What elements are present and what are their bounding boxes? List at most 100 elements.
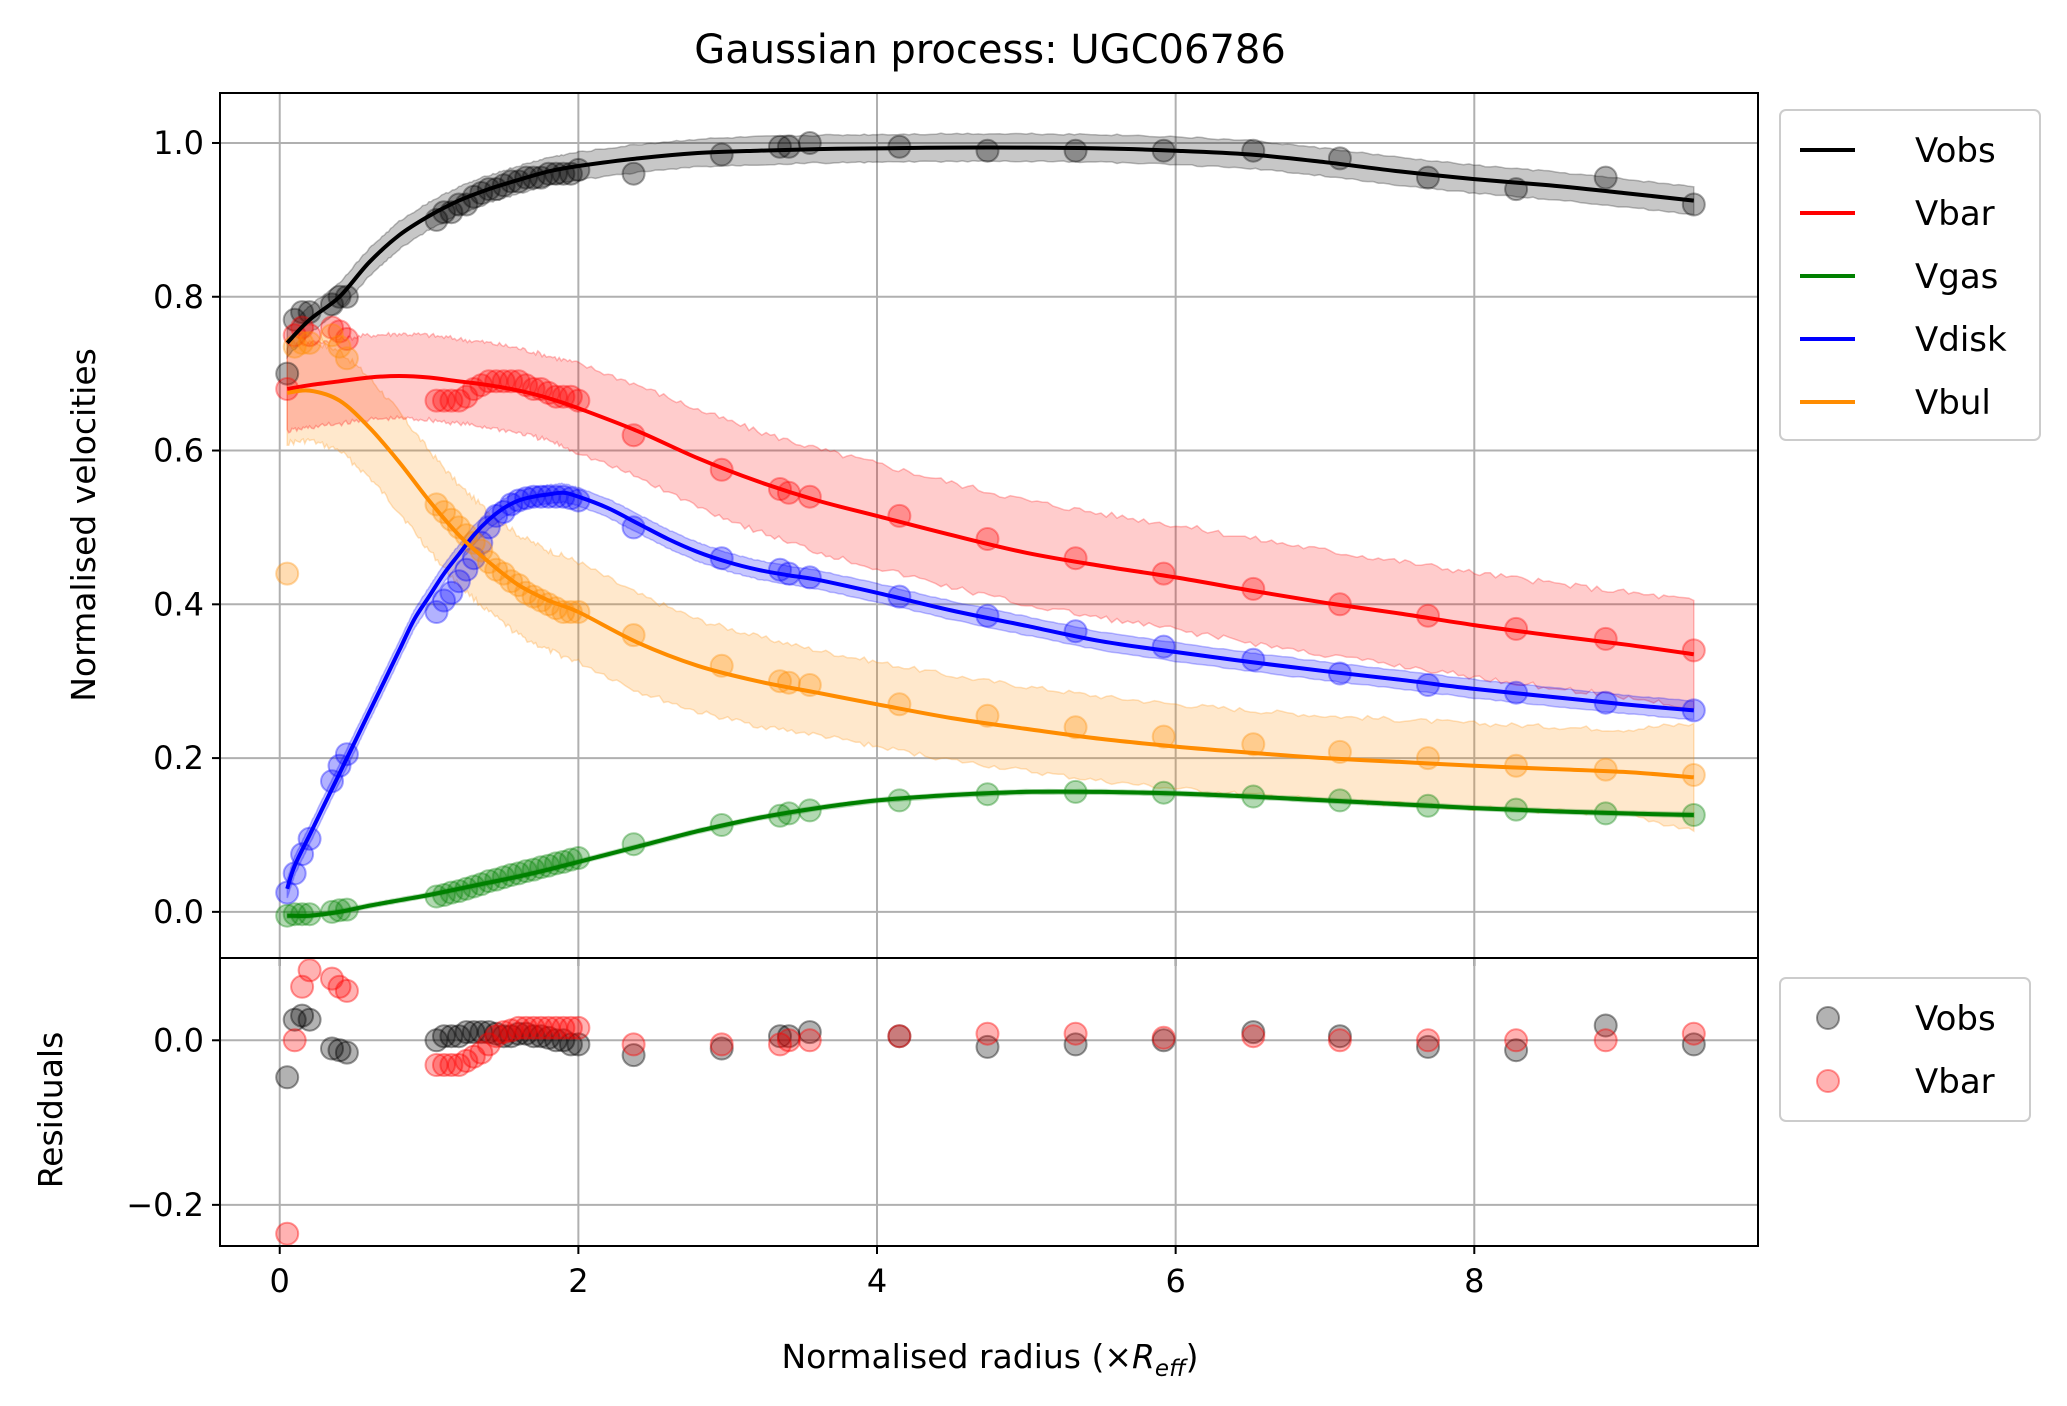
residual-point-vobs xyxy=(275,1065,300,1090)
residual-point-vobs xyxy=(334,1040,359,1065)
residual-point-vbar xyxy=(551,1015,576,1040)
residual-point-vbar xyxy=(536,1015,561,1040)
x-axis-label-R: R xyxy=(1132,1337,1155,1376)
band-vobs xyxy=(286,132,1695,360)
line-vgas xyxy=(287,789,1694,919)
points-vbar xyxy=(275,315,1706,663)
residual-point-vbar xyxy=(887,1024,912,1049)
residuals-y-ticks: −0.2 0.0 xyxy=(126,1021,220,1224)
residual-point-vobs xyxy=(424,1028,449,1053)
point-vobs xyxy=(1593,165,1618,190)
point-vbar xyxy=(320,315,344,340)
residual-point-vbar xyxy=(621,1032,646,1057)
residual-point-vbar xyxy=(776,1028,801,1053)
residual-point-vbar xyxy=(709,1032,734,1057)
point-vbul xyxy=(469,538,494,563)
residuals-x-ticks: 0 2 4 6 8 xyxy=(270,1246,1484,1300)
velocity-y-tick-label: 0.2 xyxy=(153,739,204,777)
residual-point-vbar xyxy=(290,974,315,999)
point-vbul xyxy=(1241,732,1266,757)
residual-point-vobs xyxy=(320,1036,344,1061)
point-vdisk xyxy=(454,557,479,582)
residuals-legend-box xyxy=(1779,977,2031,1122)
velocity-y-axis-label: Normalised velocities xyxy=(64,348,103,702)
residuals-x-tick-label: 4 xyxy=(867,1262,887,1300)
residual-point-vobs xyxy=(521,1024,546,1049)
point-vobs xyxy=(1681,192,1706,217)
residuals-grid xyxy=(220,958,1758,1246)
residuals-x-tick-label: 6 xyxy=(1165,1262,1185,1300)
velocity-y-tick-label: 0.6 xyxy=(153,432,204,470)
residual-points-vbar xyxy=(275,958,1706,1246)
velocity-grid xyxy=(220,93,1758,958)
residual-point-vobs xyxy=(529,1024,553,1049)
point-vobs xyxy=(1416,165,1440,190)
residual-point-vbar xyxy=(424,1053,449,1077)
point-vbar xyxy=(297,323,322,348)
point-vobs xyxy=(975,138,1000,163)
point-vobs xyxy=(768,134,792,159)
residual-point-vobs xyxy=(797,1020,822,1045)
point-vbul xyxy=(439,507,464,532)
legend-label-vbul: Vbul xyxy=(1915,383,1991,423)
point-vobs xyxy=(275,361,300,386)
velocity-legend-box xyxy=(1779,109,2041,441)
residual-point-vobs xyxy=(327,1038,352,1063)
residual-points-vobs xyxy=(275,1003,1706,1090)
residual-point-vobs xyxy=(776,1024,801,1049)
residuals-x-tick-label: 8 xyxy=(1464,1262,1484,1300)
band-vbar xyxy=(286,331,1695,710)
residuals-y-tick-label: 0.0 xyxy=(153,1021,204,1059)
residual-point-vbar xyxy=(506,1015,531,1040)
residual-point-vbar xyxy=(1416,1028,1440,1053)
residual-point-vobs xyxy=(432,1024,456,1049)
residual-point-vbar xyxy=(282,1028,307,1053)
residual-point-vobs xyxy=(768,1024,792,1049)
point-vobs xyxy=(1063,138,1088,163)
residual-point-vobs xyxy=(536,1025,561,1050)
point-vobs xyxy=(709,142,734,167)
point-vbul xyxy=(334,346,359,371)
point-vbar xyxy=(432,388,456,413)
residual-point-vbar xyxy=(334,978,359,1003)
residuals-x-tick-label: 0 xyxy=(270,1262,290,1300)
residual-point-vbar xyxy=(1681,1021,1706,1046)
residual-point-vbar xyxy=(484,1024,509,1049)
point-vbul xyxy=(320,323,344,348)
residual-point-vobs xyxy=(621,1043,646,1068)
line-vobs xyxy=(285,145,1695,345)
residual-point-vobs xyxy=(1416,1034,1440,1059)
residual-point-vobs xyxy=(484,1021,509,1046)
point-vbar xyxy=(446,388,471,413)
residual-point-vbar xyxy=(975,1021,1000,1046)
point-vdisk xyxy=(439,580,464,605)
residual-point-vobs xyxy=(1327,1024,1352,1049)
velocity-y-ticks: 0.0 0.2 0.4 0.6 0.8 1.0 xyxy=(153,124,1476,966)
velocity-uncertainty-bands xyxy=(286,132,1695,919)
residual-point-vbar xyxy=(320,966,344,991)
residual-point-vbar xyxy=(461,1044,486,1069)
residual-point-vbar xyxy=(297,958,322,983)
residual-point-vobs xyxy=(551,1028,576,1053)
residual-point-vbar xyxy=(1063,1021,1088,1046)
residual-point-vbar xyxy=(499,1018,524,1043)
residual-point-vobs xyxy=(709,1036,734,1061)
point-vbul xyxy=(432,500,456,524)
residual-point-vbar xyxy=(327,974,352,999)
residual-point-vbar xyxy=(469,1040,494,1065)
x-axis-label: Normalised radius (×Reff) xyxy=(781,1337,1198,1382)
residual-point-vbar xyxy=(529,1015,553,1040)
point-vbul xyxy=(275,561,300,586)
residual-point-vobs xyxy=(290,1003,315,1028)
residual-point-vobs xyxy=(491,1024,516,1049)
residual-legend-label-vbar: Vbar xyxy=(1915,1062,1995,1102)
residuals-data-points xyxy=(275,958,1706,1246)
x-axis-label-subscript: eff xyxy=(1155,1356,1188,1382)
residual-point-vbar xyxy=(1241,1024,1266,1049)
residual-point-vbar xyxy=(476,1032,501,1057)
residuals-legend: Vobs Vbar xyxy=(1779,977,2031,1122)
point-vbul xyxy=(297,330,322,355)
residuals-y-axis-label: Residuals xyxy=(31,1032,70,1189)
band-vbul xyxy=(286,336,1695,833)
residual-point-vobs xyxy=(297,1007,322,1032)
